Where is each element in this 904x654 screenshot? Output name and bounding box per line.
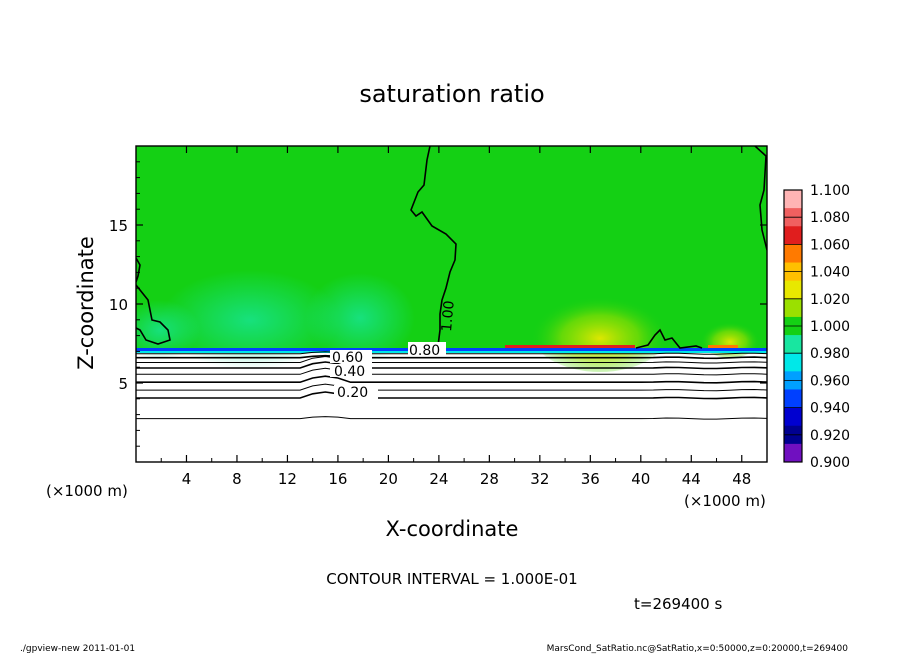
- x-tick-label: 24: [429, 470, 448, 488]
- colorbar-segment: [784, 226, 802, 245]
- x-tick-label: 4: [182, 470, 192, 488]
- x-tick-label: 28: [480, 470, 499, 488]
- colorbar: 1.100 1.080 1.060 1.040 1.020 1.000 0.980 0.960…: [783, 183, 850, 471]
- contour-line-0.40: [136, 375, 767, 384]
- contour-label-bg: [330, 364, 372, 377]
- colorbar-segment: [784, 280, 802, 300]
- contour-line-0.10: [136, 416, 767, 420]
- y-axis: 5 10 15: [109, 161, 767, 447]
- contour-line-0.30: [136, 383, 767, 392]
- y-unit-label: (×1000 m): [46, 482, 128, 500]
- time-label: t=269400 s: [634, 595, 722, 613]
- contour-interval-note: CONTOUR INTERVAL = 1.000E-01: [326, 570, 577, 588]
- saturation-patch-weak: [160, 270, 340, 370]
- contour-label: 0.20: [337, 385, 368, 401]
- colorbar-label: 1.020: [810, 292, 850, 308]
- x-tick-label: 32: [530, 470, 549, 488]
- contour-line-1.00: [136, 257, 141, 283]
- colorbar-segment: [784, 353, 802, 372]
- x-tick-label: 36: [581, 470, 600, 488]
- footer-left: ./gpview-new 2011-01-01: [20, 644, 135, 654]
- contour-label: 0.80: [409, 343, 440, 359]
- x-tick-label: 8: [232, 470, 242, 488]
- colorbar-segment: [784, 407, 802, 427]
- y-tick-label: 15: [109, 217, 128, 235]
- colorbar-label: 0.940: [810, 401, 850, 417]
- contour-line-1.00: [410, 146, 457, 347]
- cloud-base-band-orange: [708, 345, 738, 348]
- contour-label: 0.60: [332, 350, 363, 366]
- contour-label: 0.40: [334, 364, 365, 380]
- saturation-patch-super: [530, 288, 670, 372]
- cloud-base-band-blue: [136, 348, 767, 351]
- contour-lines: [136, 351, 767, 420]
- colorbar-label: 0.900: [810, 455, 850, 471]
- saturation-patch-weak: [305, 273, 415, 363]
- colorbar-segment: [784, 190, 802, 209]
- y-tick-label: 10: [109, 296, 128, 314]
- cloud-base-band-cyan: [136, 351, 767, 353]
- y-tick-label: 5: [118, 375, 128, 393]
- x-axis: 4 8 12 16 20 24 28 32 36 40 44 48: [160, 146, 751, 488]
- colorbar-segment: [784, 244, 802, 264]
- contour-line-0.70: [136, 355, 767, 364]
- colorbar-label: 0.980: [810, 346, 850, 362]
- contour-line-0.80: [136, 354, 767, 360]
- plot-area: 1.00 0.80 0.60 0.40 0.20: [136, 146, 767, 462]
- contour-line-1.00: [136, 284, 171, 345]
- contour-line-0.20: [136, 391, 767, 400]
- colorbar-label: 0.960: [810, 373, 850, 389]
- colorbar-segment: [784, 443, 802, 463]
- colorbar-segment: [784, 389, 802, 409]
- contour-line-0.60: [136, 361, 767, 370]
- x-tick-label: 48: [732, 470, 751, 488]
- colorbar-label: 1.060: [810, 237, 850, 253]
- colorbar-label: 1.100: [810, 183, 850, 199]
- contour-line-0.90: [136, 351, 767, 355]
- footer-right: MarsCond_SatRatio.nc@SatRatio,x=0:50000,…: [547, 644, 849, 654]
- colorbar-segment: [784, 298, 802, 318]
- contour-label: 1.00: [439, 300, 458, 332]
- x-tick-label: 20: [379, 470, 398, 488]
- colorbar-label: 1.040: [810, 265, 850, 281]
- colorbar-label: 0.920: [810, 428, 850, 444]
- cloud-base-band-red: [505, 345, 635, 348]
- colorbar-segment: [784, 335, 802, 354]
- x-tick-label: 16: [328, 470, 347, 488]
- chart-title: saturation ratio: [359, 80, 544, 108]
- colorbar-label: 1.080: [810, 210, 850, 226]
- x-tick-label: 40: [631, 470, 650, 488]
- x-tick-label: 44: [682, 470, 701, 488]
- contour-line-1.00: [635, 328, 703, 349]
- contour-line-0.50: [136, 367, 767, 376]
- y-axis-title: Z-coordinate: [74, 236, 98, 370]
- x-axis-title: X-coordinate: [386, 517, 519, 541]
- x-unit-label: (×1000 m): [684, 492, 766, 510]
- contour-label-bg: [408, 342, 446, 356]
- x-tick-label: 12: [278, 470, 297, 488]
- colorbar-label: 1.000: [810, 319, 850, 335]
- contour-label-bg: [334, 385, 378, 399]
- contour-line-1.00: [754, 146, 767, 251]
- contour-label-bg: [330, 350, 372, 363]
